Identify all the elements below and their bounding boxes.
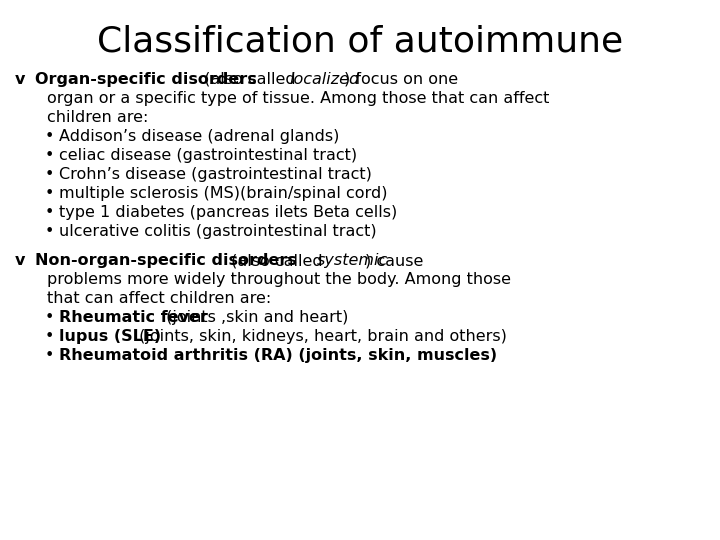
Text: •: • <box>45 205 55 220</box>
Text: Non-organ-specific disorders: Non-organ-specific disorders <box>35 253 297 268</box>
Text: Classification of autoimmune: Classification of autoimmune <box>97 25 623 59</box>
Text: Addison’s disease (adrenal glands): Addison’s disease (adrenal glands) <box>59 129 339 144</box>
Text: (joints ,skin and heart): (joints ,skin and heart) <box>161 310 348 325</box>
Text: •: • <box>45 348 55 363</box>
Text: multiple sclerosis (MS)(brain/spinal cord): multiple sclerosis (MS)(brain/spinal cor… <box>59 186 387 201</box>
Text: •: • <box>45 310 55 325</box>
Text: that can affect children are:: that can affect children are: <box>47 291 271 306</box>
Text: Rheumatic fever: Rheumatic fever <box>59 310 208 325</box>
Text: celiac disease (gastrointestinal tract): celiac disease (gastrointestinal tract) <box>59 148 357 163</box>
Text: organ or a specific type of tissue. Among those that can affect: organ or a specific type of tissue. Amon… <box>47 91 549 106</box>
Text: •: • <box>45 167 55 182</box>
Text: localized: localized <box>289 72 360 87</box>
Text: •: • <box>45 329 55 344</box>
Text: lupus (SLE): lupus (SLE) <box>59 329 161 344</box>
Text: ) cause: ) cause <box>365 253 423 268</box>
Text: type 1 diabetes (pancreas ilets Beta cells): type 1 diabetes (pancreas ilets Beta cel… <box>59 205 397 220</box>
Text: (also called: (also called <box>226 253 328 268</box>
Text: Organ-specific disorders: Organ-specific disorders <box>35 72 257 87</box>
Text: ) focus on one: ) focus on one <box>343 72 458 87</box>
Text: •: • <box>45 148 55 163</box>
Text: children are:: children are: <box>47 110 148 125</box>
Text: Crohn’s disease (gastrointestinal tract): Crohn’s disease (gastrointestinal tract) <box>59 167 372 182</box>
Text: v: v <box>15 72 25 87</box>
Text: ulcerative colitis (gastrointestinal tract): ulcerative colitis (gastrointestinal tra… <box>59 224 377 239</box>
Text: •: • <box>45 224 55 239</box>
Text: v: v <box>15 253 25 268</box>
Text: •: • <box>45 186 55 201</box>
Text: systemic: systemic <box>317 253 388 268</box>
Text: Rheumatoid arthritis (RA) (joints, skin, muscles): Rheumatoid arthritis (RA) (joints, skin,… <box>59 348 497 363</box>
Text: problems more widely throughout the body. Among those: problems more widely throughout the body… <box>47 272 511 287</box>
Text: (joints, skin, kidneys, heart, brain and others): (joints, skin, kidneys, heart, brain and… <box>134 329 507 344</box>
Text: •: • <box>45 129 55 144</box>
Text: (also called: (also called <box>199 72 300 87</box>
